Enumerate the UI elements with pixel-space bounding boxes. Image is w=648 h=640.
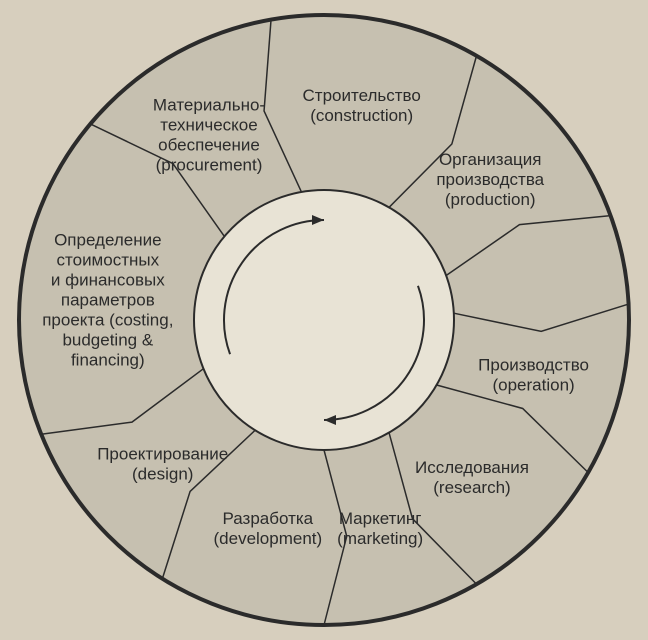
segment-label: Материально-техническоеобеспечение(procu… <box>153 95 265 174</box>
segment-label-line: Строительство <box>303 86 421 105</box>
segment-label-line: Производство <box>478 356 589 375</box>
segment-label-line: Определение <box>54 231 162 250</box>
segment-label-line: и финансовых <box>51 271 165 290</box>
segment-label-line: Разработка <box>223 509 314 528</box>
segment-label-line: техническое <box>160 115 257 134</box>
segment-label-line: (construction) <box>310 106 413 125</box>
segment-label-line: financing) <box>71 351 145 370</box>
segment-label-line: (development) <box>214 529 323 548</box>
segment-label-line: (procurement) <box>156 155 263 174</box>
segment-label-line: Проектирование <box>97 445 228 464</box>
segment-label-line: Исследования <box>415 458 529 477</box>
segment-label-line: обеспечение <box>158 135 260 154</box>
segment-label: Производство(operation) <box>478 356 589 395</box>
segment-label-line: (marketing) <box>337 529 423 548</box>
segment-label-line: стоимостных <box>57 251 160 270</box>
inner-circle <box>194 190 454 450</box>
segment-label-line: Организация <box>439 150 542 169</box>
segment-label: Маркетинг(marketing) <box>337 509 423 548</box>
segment-label-line: (research) <box>433 478 510 497</box>
segment-label-line: (operation) <box>492 376 574 395</box>
segment-label-line: параметров <box>61 291 155 310</box>
segment-label-line: Материально- <box>153 95 265 114</box>
segment-label-line: проекта (costing, <box>42 311 173 330</box>
segment-label-line: (production) <box>445 190 536 209</box>
segment-label-line: Маркетинг <box>339 509 422 528</box>
segment-label-line: budgeting & <box>62 331 153 350</box>
segment-label: Разработка(development) <box>214 509 323 548</box>
ring-cycle-diagram: Производство(operation) Исследования(rese… <box>0 0 648 640</box>
segment-label-line: (design) <box>132 465 193 484</box>
segment-label: Организацияпроизводства(production) <box>436 150 544 209</box>
segment-label: Строительство(construction) <box>303 86 421 125</box>
segment-label-line: производства <box>436 170 544 189</box>
